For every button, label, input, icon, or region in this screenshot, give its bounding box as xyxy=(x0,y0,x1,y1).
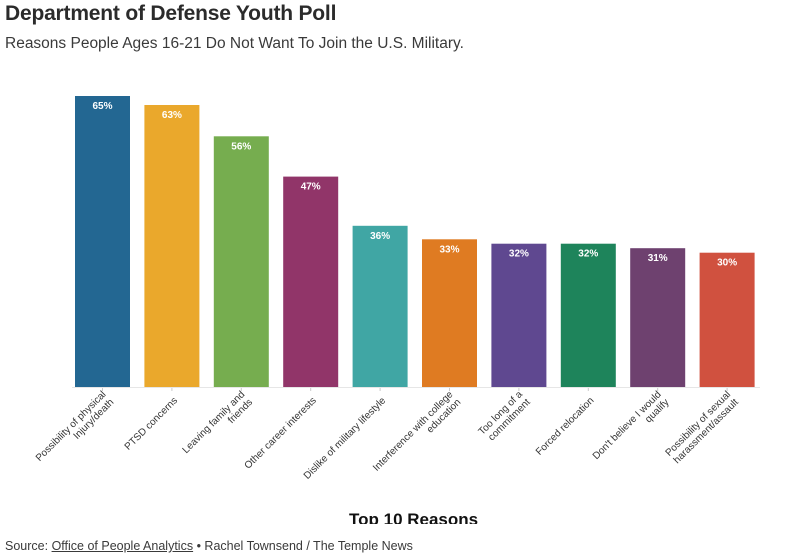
bar-value-label: 63% xyxy=(162,110,182,121)
chart-title: Department of Defense Youth Poll xyxy=(5,2,337,25)
bar-value-label: 32% xyxy=(578,249,598,260)
bar-value-label: 30% xyxy=(717,258,737,269)
category-label: Leaving family andfriends xyxy=(181,389,256,464)
x-axis-labels: Possibility of physicalInjury/death PTSD … xyxy=(34,389,741,482)
category-label-line: Possibility of physical xyxy=(34,389,109,464)
x-axis-ticks xyxy=(102,388,728,391)
category-label-line: Other career interests xyxy=(243,395,319,471)
footer: Source: Office of People Analytics • Rac… xyxy=(5,539,413,553)
credit: Rachel Townsend / The Temple News xyxy=(204,539,413,553)
bar xyxy=(213,136,269,387)
footer-separator: • xyxy=(193,539,205,553)
category-label: Forced relocation xyxy=(534,395,596,457)
bar-value-label: 33% xyxy=(439,244,459,255)
category-label: Possibility of sexualharassment/assault xyxy=(664,389,741,466)
category-label: PTSD concerns xyxy=(123,395,180,452)
category-label-line: Leaving family and xyxy=(181,389,248,456)
bars-group: 65% 63% 56% 47% 36% 33% 32% 32% 31% 30% xyxy=(75,96,755,387)
category-label-line: Possibility of sexual xyxy=(664,389,733,458)
bar-value-label: 32% xyxy=(509,249,529,260)
bar xyxy=(699,252,755,387)
category-label: Other career interests xyxy=(243,395,319,471)
category-label: Possibility of physicalInjury/death xyxy=(34,389,116,471)
bar-value-label: 47% xyxy=(301,182,321,193)
bar-value-label: 31% xyxy=(648,253,668,264)
bar xyxy=(352,225,408,387)
source-prefix: Source: xyxy=(5,539,52,553)
bar xyxy=(283,176,339,387)
category-label-line: Forced relocation xyxy=(534,395,596,457)
chart-subtitle: Reasons People Ages 16-21 Do Not Want To… xyxy=(5,35,464,52)
bar xyxy=(491,243,547,387)
x-axis-title: Top 10 Reasons xyxy=(349,510,479,524)
category-label-line: Don't believe I would xyxy=(591,389,664,462)
bar-value-label: 65% xyxy=(92,101,112,112)
bar xyxy=(144,105,200,387)
bar xyxy=(75,96,130,387)
source-link[interactable]: Office of People Analytics xyxy=(51,539,194,553)
bar xyxy=(422,239,477,387)
bar-value-label: 36% xyxy=(370,231,390,242)
category-label: Too long of acommitment xyxy=(477,389,533,445)
bar xyxy=(630,248,686,387)
category-label-line: PTSD concerns xyxy=(123,395,180,452)
bar-value-label: 56% xyxy=(231,141,251,152)
bar xyxy=(560,243,616,387)
category-label: Don't believe I wouldqualify xyxy=(591,389,672,470)
